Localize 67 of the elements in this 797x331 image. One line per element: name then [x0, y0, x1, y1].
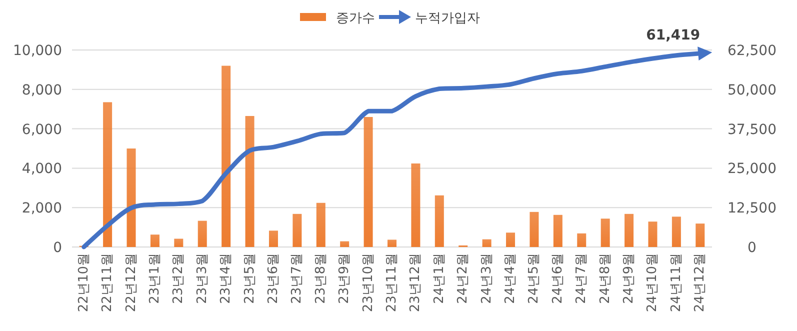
legend-label: 증가수 — [336, 11, 375, 26]
x-tick-label: 22년12월 — [124, 253, 139, 312]
bar — [482, 239, 492, 247]
y-tick-label: 0 — [53, 240, 62, 256]
x-tick-label: 23년5월 — [242, 253, 258, 304]
bar — [174, 238, 184, 247]
bar — [245, 116, 254, 247]
x-tick-label: 22년11월 — [100, 253, 116, 312]
bar — [411, 163, 420, 247]
x-tick-label: 24년7월 — [574, 253, 590, 304]
bar — [198, 220, 207, 247]
x-tick-label: 24년10월 — [645, 253, 660, 312]
bar — [553, 214, 562, 247]
bar — [292, 214, 302, 247]
x-tick-label: 24년8월 — [598, 253, 613, 304]
x-tick-label: 22년10월 — [76, 253, 92, 312]
x-tick-label: 23년9월 — [337, 253, 352, 304]
x-tick-label: 23년8월 — [313, 253, 328, 304]
bar — [624, 214, 634, 247]
y-tick-label: 10,000 — [13, 43, 62, 59]
x-tick-label: 23년4월 — [218, 253, 234, 304]
y2-tick-label: 0 — [748, 240, 756, 256]
legend-label: 누적가입자 — [415, 11, 480, 26]
x-tick-label: 23년2월 — [171, 253, 186, 304]
x-tick-label: 23년11월 — [384, 253, 400, 312]
x-tick-label: 24년2월 — [456, 253, 471, 304]
x-tick-label: 23년12월 — [408, 253, 424, 312]
x-tick-label: 23년3월 — [194, 253, 210, 304]
bar — [388, 240, 396, 247]
bar — [648, 222, 658, 247]
y-tick-label: 8,000 — [22, 82, 62, 98]
x-tick-label: 24년9월 — [622, 253, 637, 304]
x-tick-label: 23년6월 — [266, 253, 281, 304]
y-tick-label: 6,000 — [22, 122, 62, 138]
y2-tick-label: 62,500 — [728, 43, 776, 59]
bar — [150, 234, 160, 247]
bar — [103, 102, 112, 247]
x-tick-label: 23년1월 — [147, 253, 162, 304]
x-tick-label: 24년6월 — [550, 253, 566, 304]
x-tick-label: 23년7월 — [290, 253, 305, 304]
bar — [696, 224, 705, 247]
bar — [600, 218, 610, 247]
y2-tick-label: 25,000 — [728, 161, 776, 178]
bar — [364, 116, 373, 247]
y-tick-label: 2,000 — [22, 200, 62, 217]
bar — [340, 241, 350, 247]
bar — [316, 202, 326, 247]
x-tick-label: 24년3월 — [479, 253, 494, 304]
bar — [577, 233, 586, 247]
x-tick-label: 24년4월 — [503, 253, 518, 304]
x-tick-label: 24년12월 — [692, 253, 708, 312]
bar — [222, 66, 231, 247]
bar — [126, 148, 136, 247]
bar — [530, 212, 539, 247]
bar — [506, 232, 516, 247]
data-label: 61,419 — [646, 27, 700, 44]
y2-tick-label: 12,500 — [728, 200, 776, 217]
bar — [672, 216, 681, 247]
y-tick-label: 4,000 — [22, 161, 62, 178]
bar — [268, 230, 278, 247]
x-tick-label: 24년5월 — [526, 253, 542, 304]
y2-tick-label: 50,000 — [728, 82, 776, 98]
x-tick-label: 24년11월 — [668, 253, 684, 312]
x-tick-label: 24년1월 — [432, 253, 447, 304]
x-tick-label: 23년10월 — [360, 253, 376, 312]
bar — [434, 195, 444, 247]
y2-tick-label: 37,500 — [728, 122, 776, 138]
